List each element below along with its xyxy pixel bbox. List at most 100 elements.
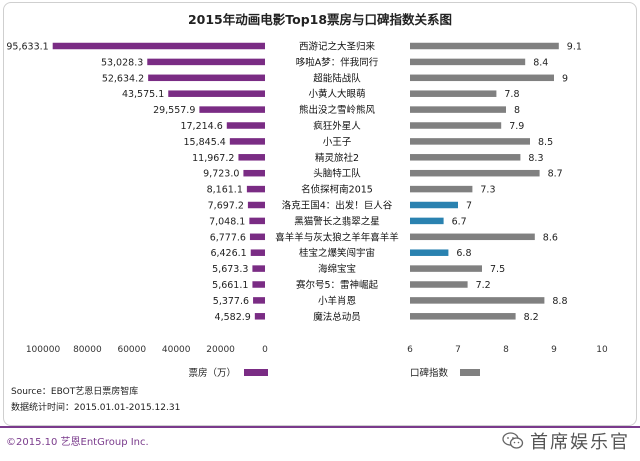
movie-title-label: 疯狂外星人 (313, 120, 361, 132)
movie-title-label: 魔法总动员 (313, 311, 361, 323)
right-axis-tick-label: 6 (407, 345, 413, 355)
movie-title-label: 洛克王国4：出发！巨人谷 (282, 200, 393, 212)
rating-bar (410, 281, 468, 288)
box-office-bar (147, 58, 265, 66)
rating-value-label: 6.7 (452, 216, 467, 227)
box-office-value-label: 8,161.1 (207, 185, 243, 196)
rating-bar (410, 185, 473, 193)
rating-bar (410, 201, 458, 209)
box-office-bar (229, 138, 265, 145)
rating-bar (410, 233, 535, 241)
box-office-bar (199, 106, 265, 113)
rating-value-label: 9 (562, 73, 568, 84)
movie-title-label: 赛尔号5：雷神崛起 (296, 279, 379, 291)
box-office-value-label: 7,697.2 (208, 201, 244, 212)
right-axis-tick-label: 8 (503, 345, 509, 355)
box-office-bar (148, 74, 265, 82)
right-axis-tick-label: 10 (596, 345, 608, 355)
rating-value-label: 7.5 (490, 264, 505, 275)
movie-title-label: 小王子 (323, 137, 352, 148)
box-office-bar (249, 217, 265, 225)
copyright-text: ©2015.10 艺恩EntGroup Inc. (6, 437, 149, 448)
rating-bar (410, 169, 540, 177)
box-office-value-label: 7,048.1 (209, 216, 245, 227)
box-office-bar (243, 169, 265, 177)
box-office-value-label: 6,426.1 (210, 248, 246, 259)
movie-title-label: 精灵旅社2 (315, 152, 359, 164)
source-text: Source：EBOT艺恩日票房智库 (11, 385, 138, 397)
movie-title-label: 喜羊羊与灰太狼之羊年喜羊羊 (275, 231, 399, 243)
movie-title-label: 小黄人大眼萌 (308, 88, 365, 100)
left-axis-tick-label: 100000 (26, 345, 61, 355)
movie-title-label: 海绵宝宝 (318, 263, 356, 275)
movie-title-label: 超能陆战队 (313, 72, 361, 84)
rating-value-label: 7.2 (476, 280, 491, 291)
box-office-bar (249, 233, 265, 241)
left-axis-tick-label: 60000 (117, 345, 146, 355)
right-axis-tick-label: 9 (551, 345, 557, 355)
rating-bar (410, 217, 444, 225)
chart-title: 2015年动画电影Top18票房与口碑指数关系图 (188, 12, 452, 27)
wechat-account: 首席娱乐官 (502, 424, 630, 458)
legend-box-office-swatch (244, 369, 268, 376)
rating-value-label: 6.8 (456, 248, 471, 259)
rating-value-label: 7 (466, 201, 472, 212)
box-office-value-label: 4,582.9 (215, 312, 251, 323)
rating-bar (410, 42, 559, 50)
rating-bar (410, 90, 497, 97)
rating-value-label: 8.2 (524, 312, 539, 323)
rating-bar (410, 154, 521, 161)
box-office-value-label: 29,557.9 (153, 105, 195, 116)
rating-bar (410, 313, 516, 320)
movie-title-label: 熊出没之雪岭熊风 (299, 104, 376, 116)
box-office-value-label: 43,575.1 (122, 89, 164, 100)
movie-title-label: 小羊肖恩 (318, 295, 356, 307)
box-office-value-label: 6,777.6 (210, 232, 246, 243)
movie-title-label: 西游记之大圣归来 (299, 41, 376, 53)
box-office-value-label: 9,723.0 (203, 169, 239, 180)
wechat-account-name: 首席娱乐官 (530, 432, 630, 453)
left-axis-tick-label: 80000 (73, 345, 102, 355)
box-office-bar (246, 185, 265, 193)
box-office-value-label: 5,661.1 (212, 280, 248, 291)
box-office-bar (254, 313, 265, 320)
right-axis-tick-label: 7 (455, 345, 461, 355)
rating-value-label: 8.6 (543, 232, 558, 243)
movie-title-label: 哆啦A梦：伴我同行 (296, 56, 379, 68)
box-office-bar (238, 154, 265, 161)
rating-bar (410, 106, 506, 113)
box-office-bar (168, 90, 265, 97)
footer-divider (0, 426, 640, 428)
legend-rating-swatch (460, 369, 480, 376)
movie-title-label: 名侦探柯南2015 (301, 184, 373, 196)
box-office-bar (226, 122, 265, 129)
box-office-value-label: 5,377.6 (213, 296, 249, 307)
box-office-bar (252, 265, 265, 272)
movie-title-label: 头脑特工队 (313, 168, 361, 180)
period-text: 数据统计时间：2015.01.01-2015.12.31 (11, 401, 180, 413)
rating-bar (410, 138, 530, 145)
box-office-value-label: 17,214.6 (180, 121, 222, 132)
movie-title-label: 黑猫警长之翡翠之星 (294, 215, 380, 227)
box-office-bar (52, 42, 265, 50)
box-office-value-label: 95,633.1 (6, 42, 48, 53)
box-office-bar (252, 281, 265, 288)
box-office-value-label: 52,634.2 (102, 73, 144, 84)
rating-value-label: 8.4 (533, 57, 548, 68)
box-office-bar (247, 201, 265, 209)
footer: ©2015.10 艺恩EntGroup Inc. 首席娱乐官 (0, 424, 640, 461)
chart: 2015年动画电影Top18票房与口碑指数关系图 95,633.1 西游记之大圣归来… (6, 12, 608, 413)
wechat-icon (502, 432, 524, 449)
rating-value-label: 9.1 (567, 42, 582, 53)
left-axis-tick-label: 20000 (206, 345, 235, 355)
box-office-value-label: 15,845.4 (184, 137, 226, 148)
rating-value-label: 8.7 (548, 169, 563, 180)
left-axis-tick-label: 0 (262, 345, 268, 355)
box-office-value-label: 53,028.3 (101, 57, 143, 68)
rating-value-label: 8.5 (538, 137, 553, 148)
rating-bar (410, 265, 482, 272)
legend-box-office-label: 票房（万） (188, 367, 236, 379)
rating-value-label: 8 (514, 105, 520, 116)
rating-bar (410, 74, 554, 82)
rating-bar (410, 249, 449, 256)
